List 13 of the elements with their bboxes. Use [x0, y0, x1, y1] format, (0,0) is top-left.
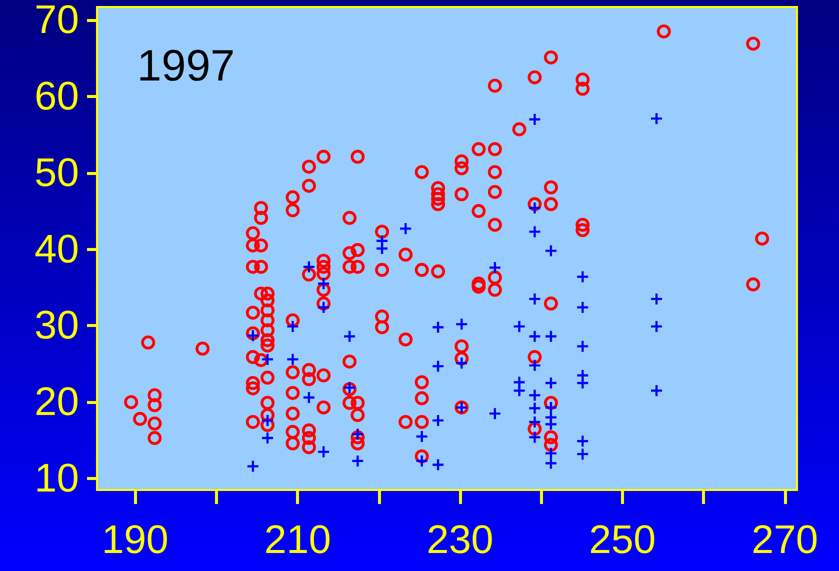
x-tick-label: 210	[264, 518, 331, 562]
x-tick-label: 270	[751, 518, 818, 562]
y-tick-label: 70	[34, 0, 79, 42]
x-tick-label: 230	[426, 518, 494, 562]
y-tick-label: 20	[34, 380, 79, 424]
y-tick-label: 60	[34, 74, 79, 118]
x-tick-label: 250	[589, 518, 656, 562]
y-tick-label: 10	[34, 456, 79, 501]
y-tick-label: 40	[34, 227, 79, 272]
y-tick-label: 50	[34, 150, 79, 195]
annotation: 1997	[137, 42, 235, 90]
x-tick-label: 190	[102, 518, 169, 562]
y-tick-label: 30	[34, 304, 79, 348]
